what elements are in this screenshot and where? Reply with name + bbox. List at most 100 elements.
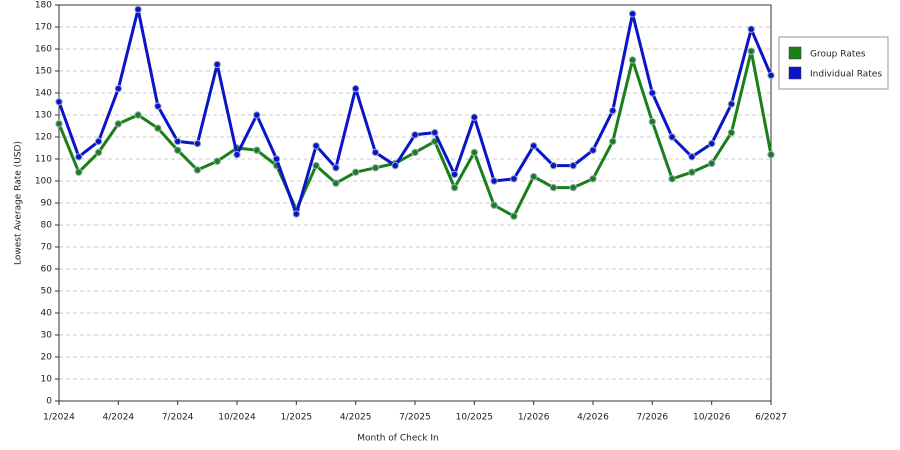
data-point [609, 106, 617, 115]
data-point [569, 183, 577, 192]
data-point [253, 111, 261, 119]
series-line [57, 7, 773, 216]
y-tick-label: 30 [41, 331, 53, 341]
data-point [312, 142, 320, 150]
data-point [450, 170, 459, 179]
x-tick-label: 7/2026 [636, 413, 668, 423]
data-point [193, 139, 202, 148]
y-tick-label: 120 [35, 133, 52, 143]
data-point [193, 166, 202, 174]
x-tick-label: 4/2024 [102, 413, 134, 423]
data-point [668, 175, 676, 183]
data-point [371, 148, 380, 157]
data-point [510, 175, 518, 183]
data-point [75, 153, 83, 161]
data-point [589, 175, 597, 183]
data-point [470, 113, 479, 121]
y-tick-label: 160 [35, 45, 52, 55]
data-point [253, 146, 261, 154]
data-point [75, 168, 83, 176]
data-point [589, 146, 597, 154]
x-tick-label: 1/2025 [280, 413, 312, 423]
y-tick-label: 60 [41, 265, 53, 275]
data-point [55, 120, 63, 128]
data-point [688, 153, 696, 161]
data-point [707, 139, 716, 148]
data-point [529, 172, 538, 181]
data-point [173, 146, 182, 154]
x-tick-label: 10/2024 [218, 413, 256, 423]
data-point [154, 102, 162, 110]
x-tick-label: 1/2026 [518, 413, 550, 423]
data-point [747, 25, 755, 33]
data-point [114, 84, 123, 93]
y-tick-label: 100 [35, 177, 52, 187]
data-point [628, 56, 637, 64]
data-point [411, 148, 419, 157]
data-point [727, 128, 736, 137]
data-point [391, 161, 399, 170]
data-point [213, 60, 221, 69]
data-point [94, 137, 103, 146]
data-point [767, 150, 775, 159]
y-axis-label: Lowest Average Rate (USD) [14, 141, 24, 265]
data-point [431, 128, 439, 137]
legend-label: Individual Rates [810, 70, 882, 80]
data-point [213, 157, 221, 165]
data-point [154, 124, 162, 132]
data-point [134, 5, 142, 14]
data-point [134, 111, 142, 119]
x-tick-label: 7/2024 [162, 413, 194, 423]
data-point [529, 142, 538, 150]
data-point [94, 148, 103, 157]
data-point [569, 161, 577, 170]
legend-swatch [788, 46, 802, 60]
y-tick-label: 180 [35, 1, 52, 11]
data-point [707, 159, 716, 168]
data-point [332, 179, 340, 187]
data-point [272, 155, 281, 163]
x-tick-label: 10/2026 [693, 413, 731, 423]
y-tick-label: 20 [41, 353, 53, 363]
data-point [292, 210, 301, 218]
legend-swatch [788, 66, 802, 80]
y-tick-label: 170 [35, 23, 52, 33]
data-point [371, 164, 380, 172]
data-point [648, 117, 657, 126]
data-point [648, 89, 657, 97]
data-point [173, 137, 182, 146]
data-point [767, 71, 775, 80]
y-tick-label: 10 [41, 375, 53, 385]
data-point [668, 133, 676, 141]
y-tick-label: 50 [41, 287, 53, 297]
data-point [312, 161, 320, 170]
y-tick-label: 40 [41, 309, 53, 319]
x-tick-label: 7/2025 [399, 413, 431, 423]
x-tick-label: 1/2024 [43, 413, 75, 423]
data-point [549, 161, 558, 170]
y-tick-label: 70 [41, 243, 53, 253]
x-tick-label: 6/2027 [755, 413, 787, 423]
x-tick-label: 10/2025 [456, 413, 493, 423]
y-tick-label: 130 [35, 111, 52, 121]
y-tick-label: 140 [35, 89, 52, 99]
y-tick-label: 110 [35, 155, 52, 165]
data-point [628, 10, 637, 18]
legend-label: Group Rates [810, 50, 866, 60]
legend-box [778, 36, 889, 90]
data-point [747, 47, 755, 55]
data-point [233, 150, 241, 159]
data-point [411, 131, 419, 139]
data-point [470, 148, 479, 157]
y-tick-label: 0 [46, 397, 52, 407]
data-point [332, 164, 340, 172]
data-point [351, 84, 360, 93]
data-point [55, 98, 63, 106]
data-point [609, 137, 617, 146]
data-point [549, 183, 558, 192]
data-point [490, 201, 498, 209]
data-point [114, 120, 123, 128]
x-tick-label: 4/2025 [340, 413, 372, 423]
y-tick-label: 150 [35, 67, 52, 77]
